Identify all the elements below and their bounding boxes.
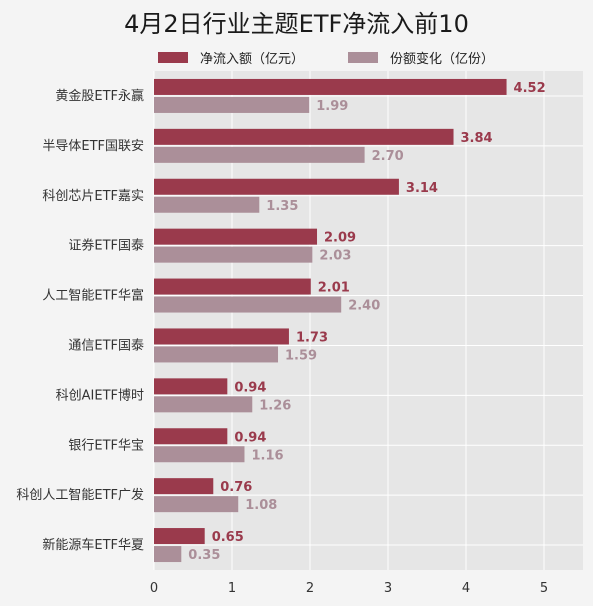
x-tick-label: 0: [150, 581, 158, 596]
bar-share-change: [154, 346, 279, 363]
bar-net-inflow: [154, 378, 228, 395]
data-label-share-change: 1.59: [285, 348, 317, 363]
y-tick-label: 证券ETF国泰: [68, 238, 144, 254]
data-label-net-inflow: 2.09: [324, 231, 356, 246]
y-tick-label: 科创AIETF博时: [56, 388, 144, 403]
bar-share-change: [154, 446, 245, 463]
bar-net-inflow: [154, 178, 399, 195]
bar-net-inflow: [154, 78, 507, 95]
legend-swatch-net-inflow: [158, 52, 188, 63]
bar-share-change: [154, 246, 313, 263]
bar-share-change: [154, 146, 365, 163]
bar-net-inflow: [154, 228, 318, 245]
data-label-share-change: 2.40: [348, 299, 380, 314]
data-label-share-change: 2.70: [372, 149, 404, 164]
legend-item-share-change: 份额变化（亿份）: [348, 48, 494, 67]
bar-share-change: [154, 546, 182, 563]
y-tick-label: 通信ETF国泰: [68, 338, 144, 353]
legend-label-net-inflow: 净流入额（亿元）: [200, 52, 305, 67]
x-tick-label: 2: [306, 581, 314, 596]
data-label-net-inflow: 3.84: [461, 131, 493, 146]
legend-label-share-change: 份额变化（亿份）: [390, 52, 495, 67]
bar-net-inflow: [154, 528, 205, 545]
data-label-share-change: 1.26: [259, 398, 291, 413]
bar-share-change: [154, 296, 342, 313]
data-label-net-inflow: 4.52: [514, 81, 546, 96]
y-tick-label: 科创芯片ETF嘉实: [42, 189, 144, 204]
x-tick-label: 3: [384, 581, 392, 596]
y-tick-label: 科创人工智能ETF广发: [16, 487, 144, 503]
x-tick-label: 5: [540, 581, 548, 596]
bar-net-inflow: [154, 428, 228, 445]
data-label-net-inflow: 0.94: [234, 430, 266, 445]
bar-net-inflow: [154, 278, 311, 295]
bar-share-change: [154, 96, 310, 113]
y-tick-label: 新能源车ETF华夏: [42, 537, 144, 553]
bar-share-change: [154, 196, 260, 213]
data-label-share-change: 1.16: [251, 448, 283, 463]
legend-item-net-inflow: 净流入额（亿元）: [158, 48, 304, 67]
bar-share-change: [154, 496, 239, 513]
data-label-share-change: 0.35: [188, 548, 220, 563]
data-label-share-change: 2.03: [319, 249, 351, 264]
bar-net-inflow: [154, 128, 454, 145]
chart-legend: 净流入额（亿元） 份额变化（亿份）: [158, 48, 538, 67]
data-label-net-inflow: 0.76: [220, 480, 252, 495]
y-tick-label: 黄金股ETF永赢: [55, 88, 144, 104]
data-label-net-inflow: 0.65: [212, 530, 244, 545]
data-label-net-inflow: 0.94: [234, 380, 266, 395]
x-tick-label: 4: [462, 581, 470, 596]
y-tick-label: 人工智能ETF华富: [42, 288, 144, 304]
y-tick-label: 银行ETF华宝: [68, 438, 144, 453]
bar-share-change: [154, 396, 253, 413]
data-label-share-change: 1.08: [245, 498, 277, 513]
bar-net-inflow: [154, 328, 289, 345]
data-label-share-change: 1.99: [316, 99, 348, 114]
chart-title: 4月2日行业主题ETF净流入前10: [124, 10, 469, 38]
legend-swatch-share-change: [348, 52, 379, 63]
y-tick-label: 半导体ETF国联安: [42, 139, 144, 154]
data-label-net-inflow: 3.14: [406, 181, 438, 196]
data-label-net-inflow: 2.01: [318, 281, 350, 296]
bar-net-inflow: [154, 478, 214, 495]
data-label-net-inflow: 1.73: [296, 330, 328, 345]
data-label-share-change: 1.35: [266, 199, 298, 214]
x-tick-label: 1: [228, 581, 236, 596]
